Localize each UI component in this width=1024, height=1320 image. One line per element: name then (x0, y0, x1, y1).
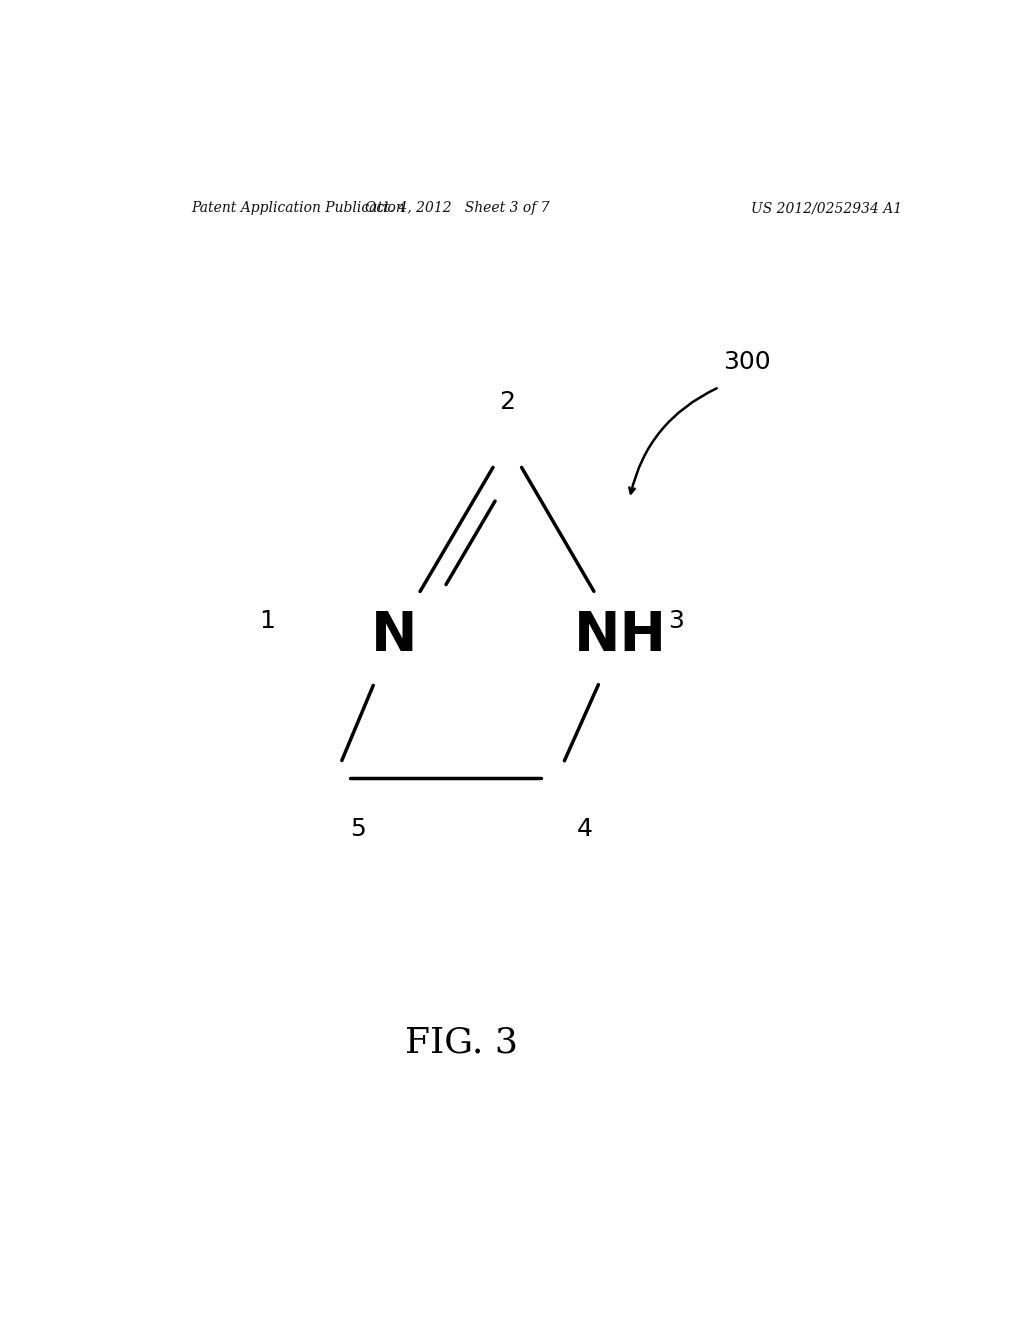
Text: FIG. 3: FIG. 3 (404, 1026, 518, 1060)
Text: 4: 4 (577, 817, 592, 841)
Text: N: N (371, 609, 417, 663)
Text: Patent Application Publication: Patent Application Publication (191, 201, 406, 215)
Text: 1: 1 (259, 609, 274, 632)
Text: 2: 2 (500, 391, 515, 414)
Text: NH: NH (573, 609, 667, 663)
Text: 300: 300 (723, 350, 771, 374)
Text: 3: 3 (668, 609, 684, 632)
Text: US 2012/0252934 A1: US 2012/0252934 A1 (751, 201, 902, 215)
Text: 5: 5 (350, 817, 366, 841)
Text: Oct. 4, 2012   Sheet 3 of 7: Oct. 4, 2012 Sheet 3 of 7 (365, 201, 550, 215)
